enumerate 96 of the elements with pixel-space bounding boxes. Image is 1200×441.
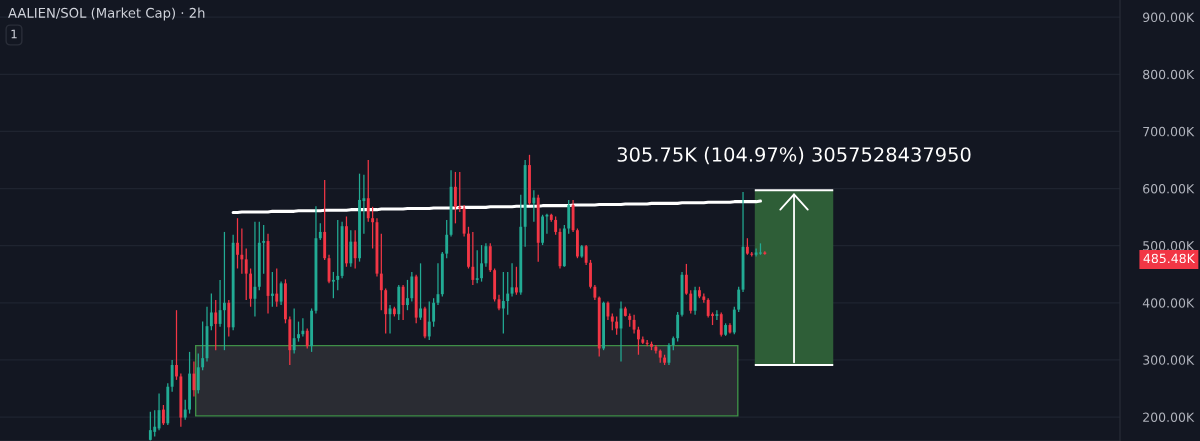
candlestick [575,227,579,259]
candlestick [602,300,606,351]
candlestick [406,279,409,311]
annotation: 1 [11,29,17,39]
candlestick [157,392,161,431]
candlestick [209,292,213,331]
candlestick [471,231,475,286]
candlestick [401,284,405,321]
candlestick [427,300,431,341]
candlestick [284,278,287,324]
candlestick [183,399,187,421]
candlestick [484,242,488,268]
candlestick [501,271,505,335]
candlestick [698,286,701,299]
candlestick [240,227,244,275]
candlestick [249,267,253,308]
candlestick [223,231,226,351]
candlestick [654,344,658,355]
candlestick [715,309,719,321]
candlestick [161,404,165,426]
candlestick [506,271,510,316]
candlestick [410,271,414,303]
candlestick [331,271,335,299]
candlestick [292,307,296,355]
candlestick [488,242,492,273]
candlestick [719,311,723,338]
candlestick [301,317,305,338]
candlestick [650,340,653,351]
candlestick [336,219,340,291]
candlestick [196,352,200,395]
candlestick [218,279,222,328]
y-tick-label: 500.00K [1143,241,1195,251]
y-tick-label: 700.00K [1143,126,1195,137]
candlestick [759,242,762,256]
candlestick [458,171,462,213]
candlestick [153,409,157,438]
candlestick [366,159,370,223]
candlestick [732,306,736,335]
candlestick [467,226,470,270]
candlestick [445,219,449,259]
y-tick-label: 200.00K [1143,412,1195,422]
candlestick [384,287,388,335]
candlestick [214,299,218,351]
candlestick [345,215,348,268]
candlestick [606,300,610,321]
candlestick [689,289,693,315]
candlestick [528,154,531,206]
candlestick [236,217,239,270]
candlestick [754,247,758,258]
candlestick [676,311,680,343]
candlestick [737,286,741,313]
candlestick [305,327,309,350]
candlestick [480,244,483,283]
candlestick [637,326,640,356]
candlestick [584,244,588,266]
candlestick [567,199,571,235]
candlestick [244,247,248,301]
candlestick [148,411,152,441]
candlestick [419,262,422,321]
candlestick [353,229,357,270]
candlestick [532,189,536,223]
candlestick [541,214,545,246]
candlestick [358,173,361,263]
text: 485.48K [1143,253,1196,264]
candlestick [554,215,558,236]
y-tick-label: 800.00K [1143,69,1195,80]
candlestick [262,224,266,275]
candlestick [693,286,697,316]
candlestick [192,360,196,398]
candlestick [475,249,479,284]
candlestick [545,213,549,235]
text: AALIEN/SOL (Market Cap) · 2h [8,7,205,21]
candlestick [349,229,353,268]
candlestick [175,309,178,381]
candlestick [432,297,436,328]
candlestick [201,320,205,371]
candlestick [170,359,174,393]
candlestick [188,351,192,415]
annotation: 305.75K (104.97%) 3057528437950 [617,146,971,165]
candlestick [514,266,518,296]
candlestick [706,297,710,319]
candlestick [589,259,592,290]
candlestick [453,171,457,224]
candlestick [275,267,279,308]
candlestick [371,206,375,250]
y-tick-label: 300.00K [1143,355,1195,365]
candlestick [297,320,300,343]
candlestick [615,315,619,336]
candlestick [632,314,636,335]
y-tick-label: 400.00K [1142,298,1195,308]
candlestick [279,280,283,306]
candlestick [379,233,383,311]
y-tick-label: 600.00K [1143,183,1195,194]
candlestick [684,263,688,296]
candlestick [510,262,514,298]
y-tick-label: 900.00K [1143,12,1195,23]
